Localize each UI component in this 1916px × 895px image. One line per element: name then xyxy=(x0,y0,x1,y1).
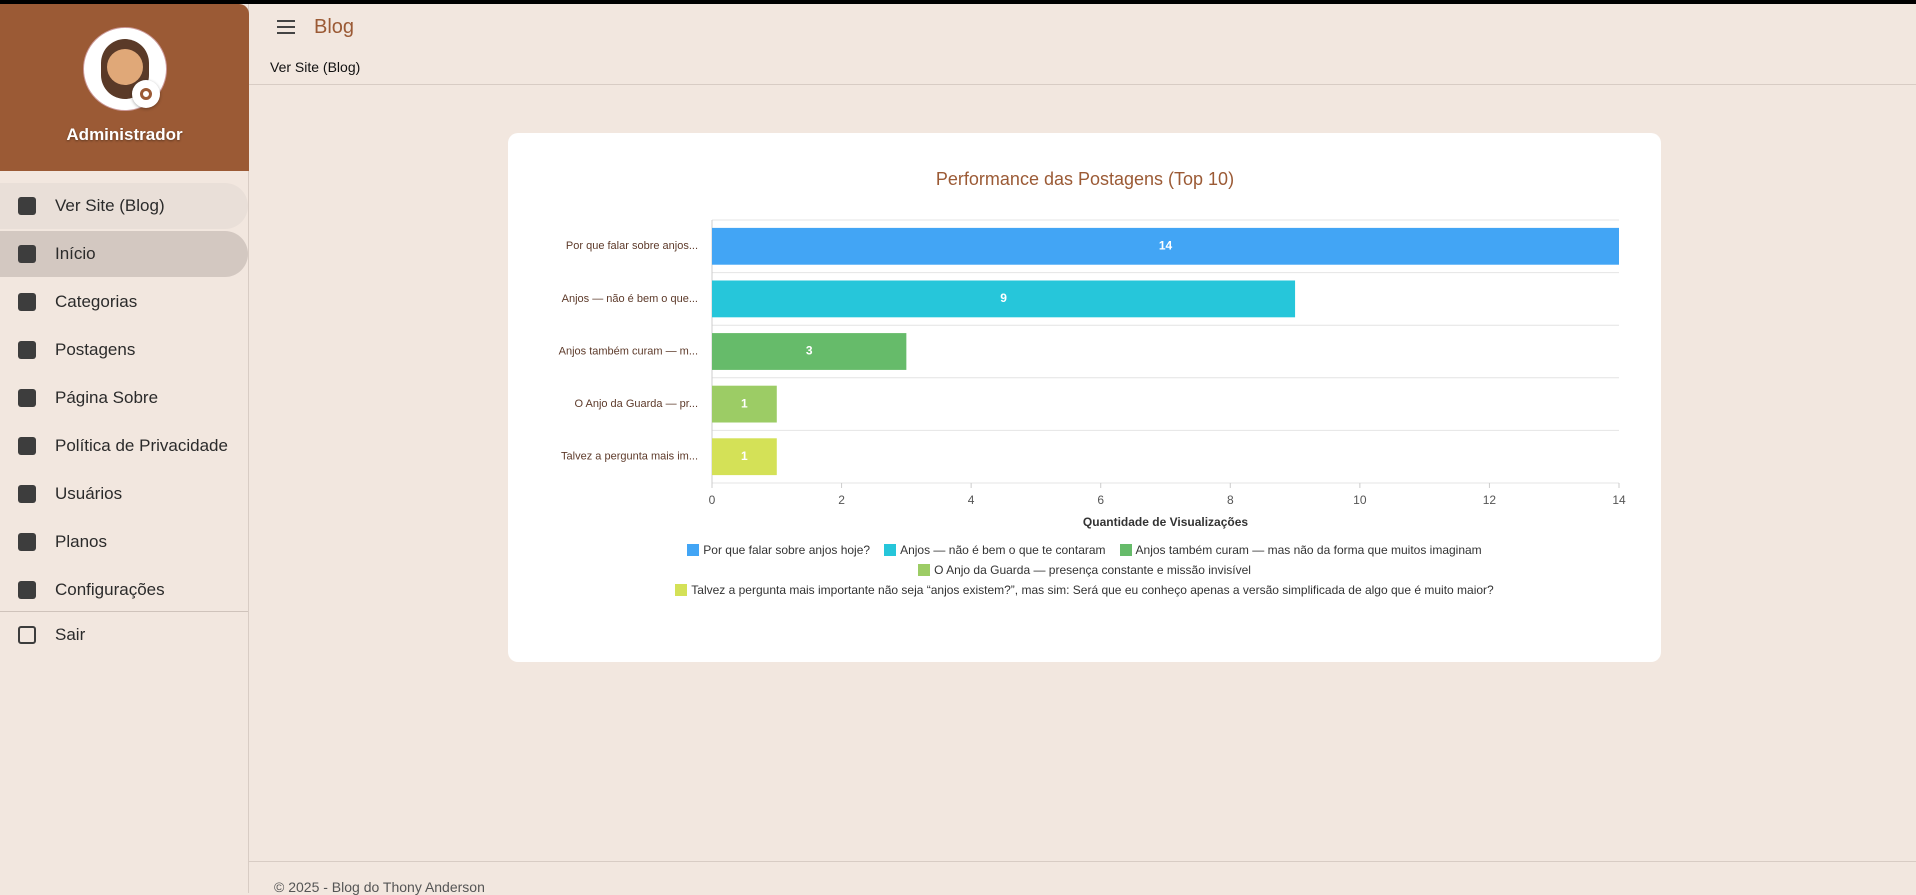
x-tick-label: 12 xyxy=(1483,493,1497,507)
bar xyxy=(712,227,1619,265)
sidebar-header: Administrador xyxy=(0,4,249,171)
data-label: 14 xyxy=(1159,238,1173,252)
x-tick-label: 0 xyxy=(709,493,716,507)
nav-icon xyxy=(18,389,36,407)
legend: Por que falar sobre anjos hoje? Anjos — n… xyxy=(648,543,1521,597)
nav-label: Início xyxy=(55,244,96,263)
nav-icon xyxy=(18,533,36,551)
nav-item[interactable]: Planos xyxy=(0,519,248,565)
y-tick-label: Anjos também curam — m... xyxy=(559,345,698,357)
nav-label: Planos xyxy=(55,532,107,551)
data-label: 1 xyxy=(741,396,748,410)
legend-label: Por que falar sobre anjos hoje? xyxy=(703,543,871,557)
nav-label: Usuários xyxy=(55,484,123,503)
nav-item[interactable]: Categorias xyxy=(0,279,248,325)
legend-swatch xyxy=(687,544,700,556)
nav-icon xyxy=(18,197,36,215)
nav-label: Categorias xyxy=(55,292,138,311)
x-tick-label: 14 xyxy=(1612,493,1626,507)
chart-card: Performance das Postagens (Top 10) 0 2 4 6 8 1… xyxy=(508,133,1661,662)
x-axis-title: Quantidade de Visualizações xyxy=(1083,515,1248,529)
divider xyxy=(0,611,248,612)
x-tick-label: 8 xyxy=(1227,493,1234,507)
nav-label: Configurações xyxy=(55,580,165,599)
bar xyxy=(712,438,777,476)
header-divider xyxy=(249,84,1916,85)
legend-label: Talvez a pergunta mais importante não se… xyxy=(691,583,1494,597)
nav-label: Página Sobre xyxy=(55,388,159,407)
bar xyxy=(712,333,907,370)
nav-label: Política de Privacidade xyxy=(55,436,228,455)
y-tick-label: Por que falar sobre anjos... xyxy=(566,240,698,252)
x-tick-label: 4 xyxy=(968,493,975,507)
menu-button[interactable] xyxy=(277,20,295,34)
nav-logout[interactable]: Sair xyxy=(0,612,248,658)
x-tick-label: 2 xyxy=(838,493,845,507)
nav-item[interactable]: Início xyxy=(0,231,248,277)
legend-item[interactable]: Anjos — não é bem o que te contaram xyxy=(884,543,1106,557)
legend-item[interactable]: Talvez a pergunta mais importante não se… xyxy=(675,583,1494,597)
settings-badge[interactable] xyxy=(132,80,160,108)
x-tick-label: 10 xyxy=(1353,493,1367,507)
data-label: 1 xyxy=(741,449,748,463)
footer: © 2025 - Blog do Thony Anderson xyxy=(274,879,485,895)
data-label: 9 xyxy=(1000,291,1007,305)
bar xyxy=(712,280,1296,318)
nav-label: Sair xyxy=(55,625,86,644)
data-label: 3 xyxy=(806,344,813,358)
nav-item[interactable]: Postagens xyxy=(0,327,248,373)
nav-item[interactable]: Usuários xyxy=(0,471,248,517)
legend-item[interactable]: Anjos também curam — mas não da forma qu… xyxy=(1119,543,1482,557)
legend-label: Anjos — não é bem o que te contaram xyxy=(900,543,1106,557)
legend-label: O Anjo da Guarda — presença constante e … xyxy=(934,563,1251,577)
chart: Performance das Postagens (Top 10) 0 2 4 6 8 1… xyxy=(559,169,1626,529)
legend-label: Anjos também curam — mas não da forma qu… xyxy=(1135,543,1482,557)
legend-item[interactable]: O Anjo da Guarda — presença constante e … xyxy=(918,563,1251,577)
nav-item[interactable]: Ver Site (Blog) xyxy=(0,183,248,229)
avatar xyxy=(84,28,166,110)
breadcrumb[interactable]: Ver Site (Blog) xyxy=(270,59,361,75)
nav-icon xyxy=(18,341,36,359)
y-tick-label: Anjos — não é bem o que... xyxy=(562,293,698,305)
sidebar: Administrador Ver Site (Blog) Início Categ… xyxy=(0,4,249,893)
legend-swatch xyxy=(884,544,897,556)
legend-swatch xyxy=(918,564,931,576)
nav-icon xyxy=(18,245,36,263)
chart-title: Performance das Postagens (Top 10) xyxy=(936,169,1234,189)
nav-icon xyxy=(18,581,36,599)
x-tick-label: 6 xyxy=(1097,493,1104,507)
nav-icon xyxy=(18,485,36,503)
legend-swatch xyxy=(1119,544,1132,556)
header-title: Blog xyxy=(314,16,355,38)
legend-swatch xyxy=(675,584,688,596)
footer-divider xyxy=(249,861,1916,862)
nav-label: Ver Site (Blog) xyxy=(55,196,165,215)
nav-item[interactable]: Política de Privacidade xyxy=(0,423,248,469)
nav-icon xyxy=(18,293,36,311)
top-strip xyxy=(0,0,1916,4)
legend-item[interactable]: Por que falar sobre anjos hoje? xyxy=(687,543,870,557)
nav-icon xyxy=(18,437,36,455)
nav-label: Postagens xyxy=(55,340,136,359)
user-name: Administrador xyxy=(66,125,183,144)
nav-item[interactable]: Página Sobre xyxy=(0,375,248,421)
nav-item[interactable]: Configurações xyxy=(0,567,248,613)
y-tick-label: O Anjo da Guarda — pr... xyxy=(574,398,698,410)
y-tick-label: Talvez a pergunta mais im... xyxy=(561,451,698,463)
bar xyxy=(712,385,777,423)
